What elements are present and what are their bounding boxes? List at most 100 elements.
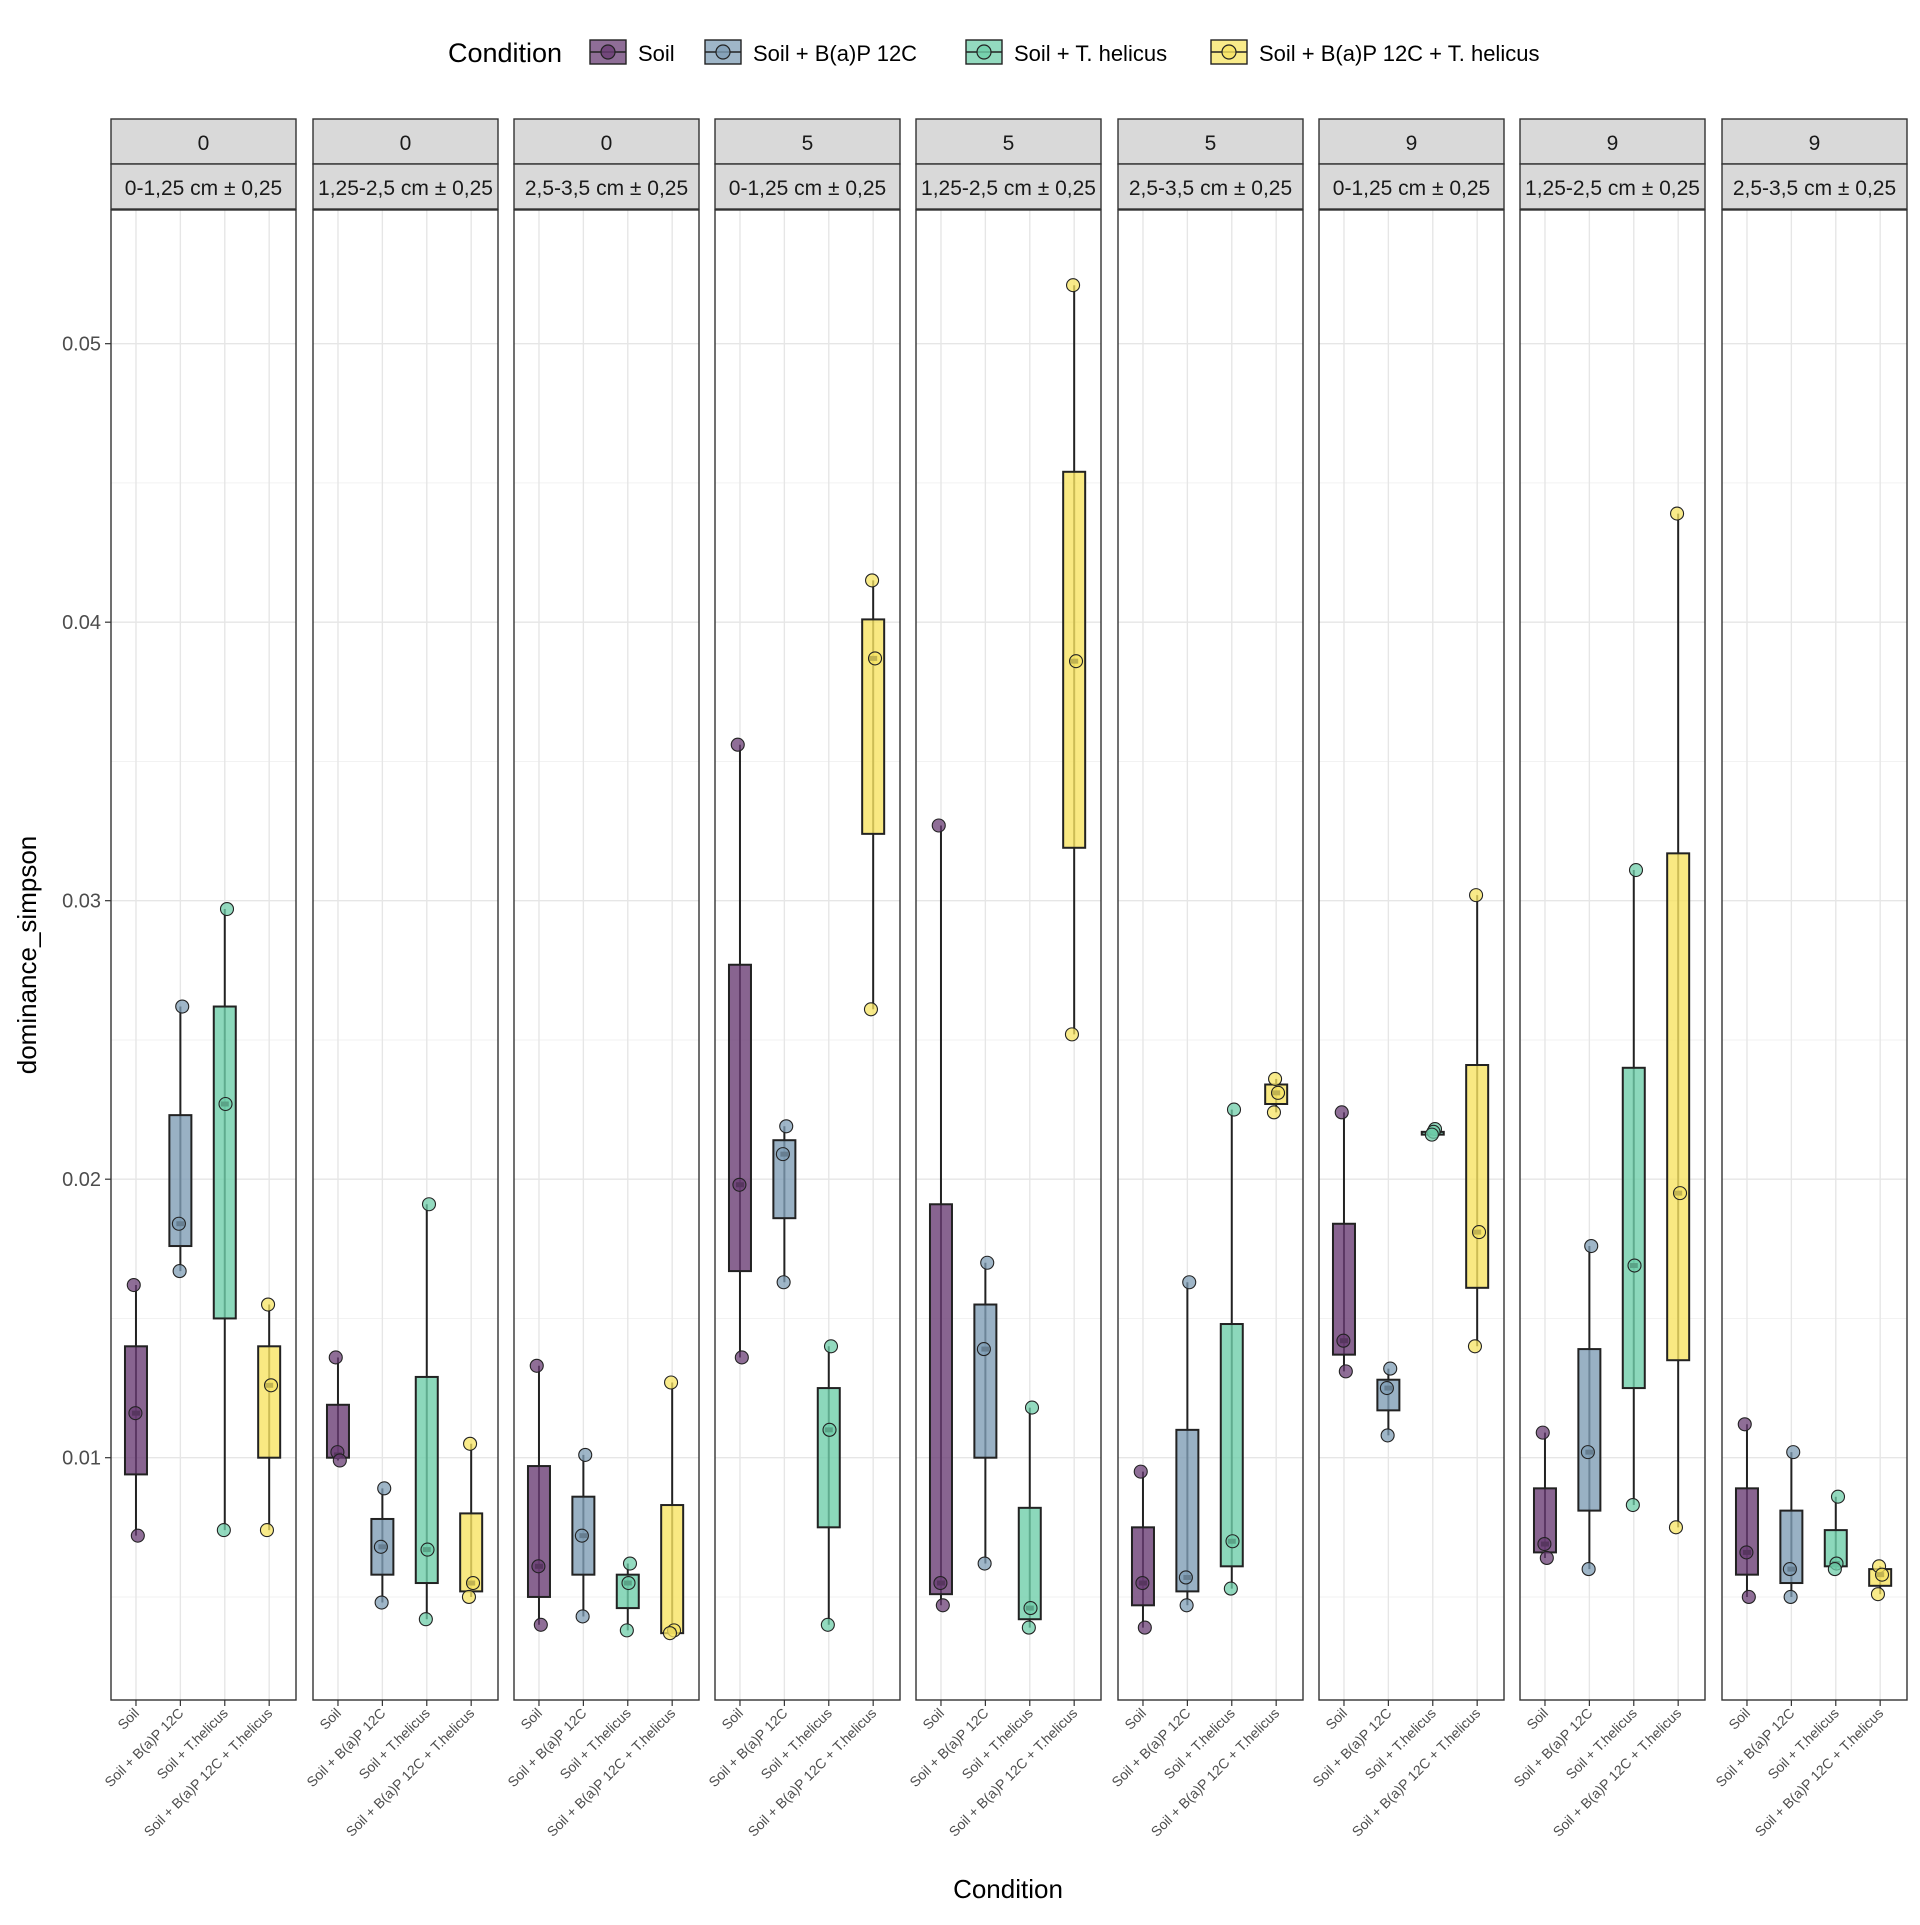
data-point: [931, 818, 946, 833]
facet-strip-depth-label: 1,25-2,5 cm ± 0,25: [921, 177, 1096, 200]
facet-strip-depth: [110, 163, 297, 210]
data-point: [216, 1523, 231, 1538]
data-point: [533, 1617, 548, 1632]
box: [1331, 1222, 1356, 1356]
facet-strip-depth-label: 2,5-3,5 cm ± 0,25: [1129, 177, 1292, 200]
data-point: [1874, 1567, 1890, 1582]
box: [1734, 1487, 1759, 1576]
data-point: [574, 1528, 589, 1543]
data-point: [1135, 1575, 1150, 1591]
facet-strip-time: [1721, 118, 1908, 165]
box: [1017, 1506, 1042, 1621]
box: [727, 963, 752, 1273]
panel-border: [110, 209, 297, 1701]
data-point: [1668, 1520, 1684, 1535]
data-point: [1741, 1589, 1756, 1605]
data-point: [1467, 1339, 1483, 1354]
data-point: [1581, 1562, 1596, 1577]
data-point: [1383, 1361, 1398, 1376]
data-point: [219, 901, 235, 917]
data-point: [1537, 1536, 1552, 1552]
data-point: [822, 1422, 837, 1437]
facet-strip-depth-label: 0-1,25 cm ± 0,25: [1333, 177, 1490, 200]
x-axis-title: Condition: [953, 1874, 1063, 1904]
box: [928, 1203, 953, 1596]
x-tick-label: Soil: [1322, 1705, 1350, 1733]
facet-strip-depth: [1519, 163, 1706, 210]
data-point: [420, 1542, 435, 1557]
facet-strip-depth: [1721, 163, 1908, 210]
facet-strip-depth-label: 0-1,25 cm ± 0,25: [125, 177, 282, 200]
panel-border: [1318, 209, 1505, 1701]
facet-strip-depth-label: 1,25-2,5 cm ± 0,25: [318, 177, 493, 200]
data-point: [1066, 278, 1081, 293]
box: [1130, 1526, 1155, 1607]
data-point: [1226, 1102, 1242, 1117]
data-point: [865, 573, 880, 588]
facet-strip-time-label: 0: [601, 132, 613, 155]
data-point: [1782, 1562, 1797, 1577]
facet-strip-depth: [714, 163, 901, 210]
data-point: [1225, 1534, 1240, 1549]
facet-strip-time-label: 0: [198, 132, 210, 155]
facet-strip-time: [1519, 118, 1706, 165]
data-point: [1182, 1275, 1197, 1290]
facet-strip-depth-label: 1,25-2,5 cm ± 0,25: [1525, 177, 1700, 200]
data-point: [1580, 1445, 1595, 1460]
x-tick-label: Soil + B(a)P 12C: [906, 1705, 991, 1790]
data-point: [1783, 1589, 1798, 1605]
data-point: [575, 1609, 590, 1624]
data-point: [1827, 1562, 1842, 1577]
facet-strip-depth-label: 0-1,25 cm ± 0,25: [729, 177, 886, 200]
data-point: [1539, 1550, 1554, 1566]
data-point: [1178, 1570, 1193, 1585]
box: [973, 1303, 998, 1459]
box: [212, 1005, 237, 1320]
data-point: [1338, 1364, 1353, 1379]
data-point: [823, 1339, 839, 1354]
data-point: [1334, 1105, 1349, 1120]
data-point: [1336, 1333, 1351, 1348]
data-point: [1424, 1127, 1439, 1142]
data-point: [1739, 1545, 1754, 1560]
x-tick-label: Soil: [517, 1705, 545, 1733]
data-point: [130, 1528, 145, 1543]
data-point: [1737, 1417, 1752, 1432]
data-point: [1024, 1400, 1040, 1415]
legend-label: Soil + B(a)P 12C: [753, 41, 917, 66]
facet-strip-depth: [1117, 163, 1304, 210]
data-point: [1625, 1497, 1640, 1513]
data-point: [1266, 1105, 1282, 1120]
box: [168, 1114, 193, 1248]
data-point: [218, 1096, 233, 1112]
data-point: [1380, 1428, 1395, 1443]
box: [1175, 1428, 1200, 1593]
data-point: [175, 999, 190, 1014]
data-point: [263, 1378, 279, 1393]
data-point: [531, 1559, 546, 1574]
facet-strip-time-label: 5: [802, 132, 814, 155]
x-tick-label: Soil + B(a)P 12C: [1108, 1705, 1193, 1790]
x-tick-label: Soil: [718, 1705, 746, 1733]
data-point: [578, 1447, 593, 1462]
data-point: [775, 1147, 790, 1162]
legend-key-point: [600, 44, 616, 60]
data-point: [622, 1556, 638, 1571]
data-point: [465, 1575, 481, 1591]
facet-strip-time-label: 0: [400, 132, 412, 155]
x-tick-label: Soil: [1121, 1705, 1149, 1733]
panel-border: [312, 209, 499, 1701]
facet-strip-time: [513, 118, 700, 165]
x-tick-label: Soil + B(a)P 12C: [1309, 1705, 1394, 1790]
x-tick-label: Soil + B(a)P 12C: [504, 1705, 589, 1790]
facet-strip-depth-label: 2,5-3,5 cm ± 0,25: [1733, 177, 1896, 200]
y-tick-label: 0.04: [62, 612, 101, 634]
x-tick-label: Soil + B(a)P 12C: [705, 1705, 790, 1790]
